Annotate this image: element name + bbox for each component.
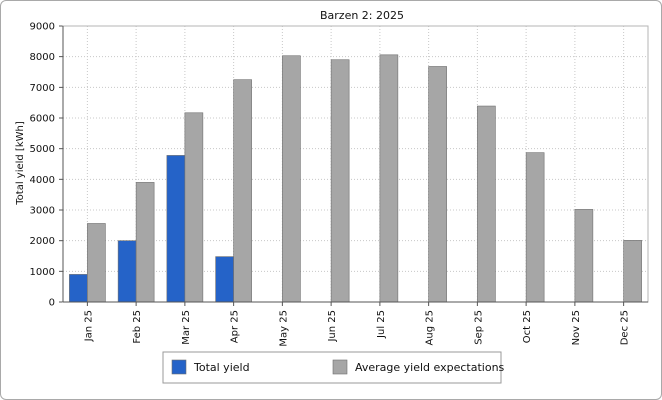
bar-average-yield-expectation [330,59,350,303]
x-tick-label: Apr 25 [230,310,241,343]
bar-total-yield [215,256,234,303]
x-tick-label: Jul 25 [376,310,387,339]
chart-title: Barzen 2: 2025 [320,9,404,22]
y-tick-label: 6000 [30,114,55,125]
x-tick-label: May 25 [278,310,289,347]
y-tick-label: 0 [49,298,55,309]
y-tick-label: 3000 [30,206,55,217]
bar-average-yield-expectation [87,223,106,303]
y-tick-label: 2000 [30,236,55,247]
bar-average-yield-expectation [379,54,399,303]
legend-box [162,351,502,384]
plot-background [63,26,648,302]
bar-average-yield-expectation [428,66,447,303]
bar-average-yield-expectation [477,105,496,303]
plot-area: 0 1000 2000 3000 4000 5000 6000 7000 8000 9000 Jan… [30,22,649,347]
bar-average-yield-expectation [184,112,204,303]
bar-average-yield-expectation [574,209,594,303]
legend: Total yield Average yield expectations [162,351,505,384]
bar-average-yield-expectation [282,55,301,303]
x-tick-label: Jan 25 [83,310,94,342]
y-tick-label: 5000 [30,144,55,155]
y-tick-label: 9000 [30,22,55,33]
y-axis-label: Total yield [kWh] [15,121,26,206]
x-tick-label: Aug 25 [425,310,436,345]
legend-swatch-total-yield [171,359,187,375]
x-tick-label: Sep 25 [473,310,484,345]
x-tick-label: Mar 25 [181,310,192,345]
y-tick-label: 4000 [30,175,55,186]
bar-average-yield-expectation [623,240,642,303]
x-tick-label: Dec 25 [620,310,631,345]
bar-total-yield [166,155,186,303]
x-tick-label: Oct 25 [522,310,533,343]
legend-label-average-yield: Average yield expectations [355,361,505,374]
x-tick-label: Jun 25 [327,310,338,343]
legend-swatch-average-yield [332,359,348,375]
legend-label-total-yield: Total yield [193,361,250,374]
bar-average-yield-expectation [525,152,545,303]
y-tick-label: 1000 [30,267,55,278]
x-tick-label: Feb 25 [132,310,143,344]
y-tick-label: 7000 [30,83,55,94]
bar-total-yield [69,274,88,303]
bar-average-yield-expectation [233,79,252,303]
x-tick-label: Nov 25 [571,310,582,345]
bar-average-yield-expectation [135,182,155,303]
y-tick-label: 8000 [30,52,55,63]
bar-total-yield [117,240,137,303]
